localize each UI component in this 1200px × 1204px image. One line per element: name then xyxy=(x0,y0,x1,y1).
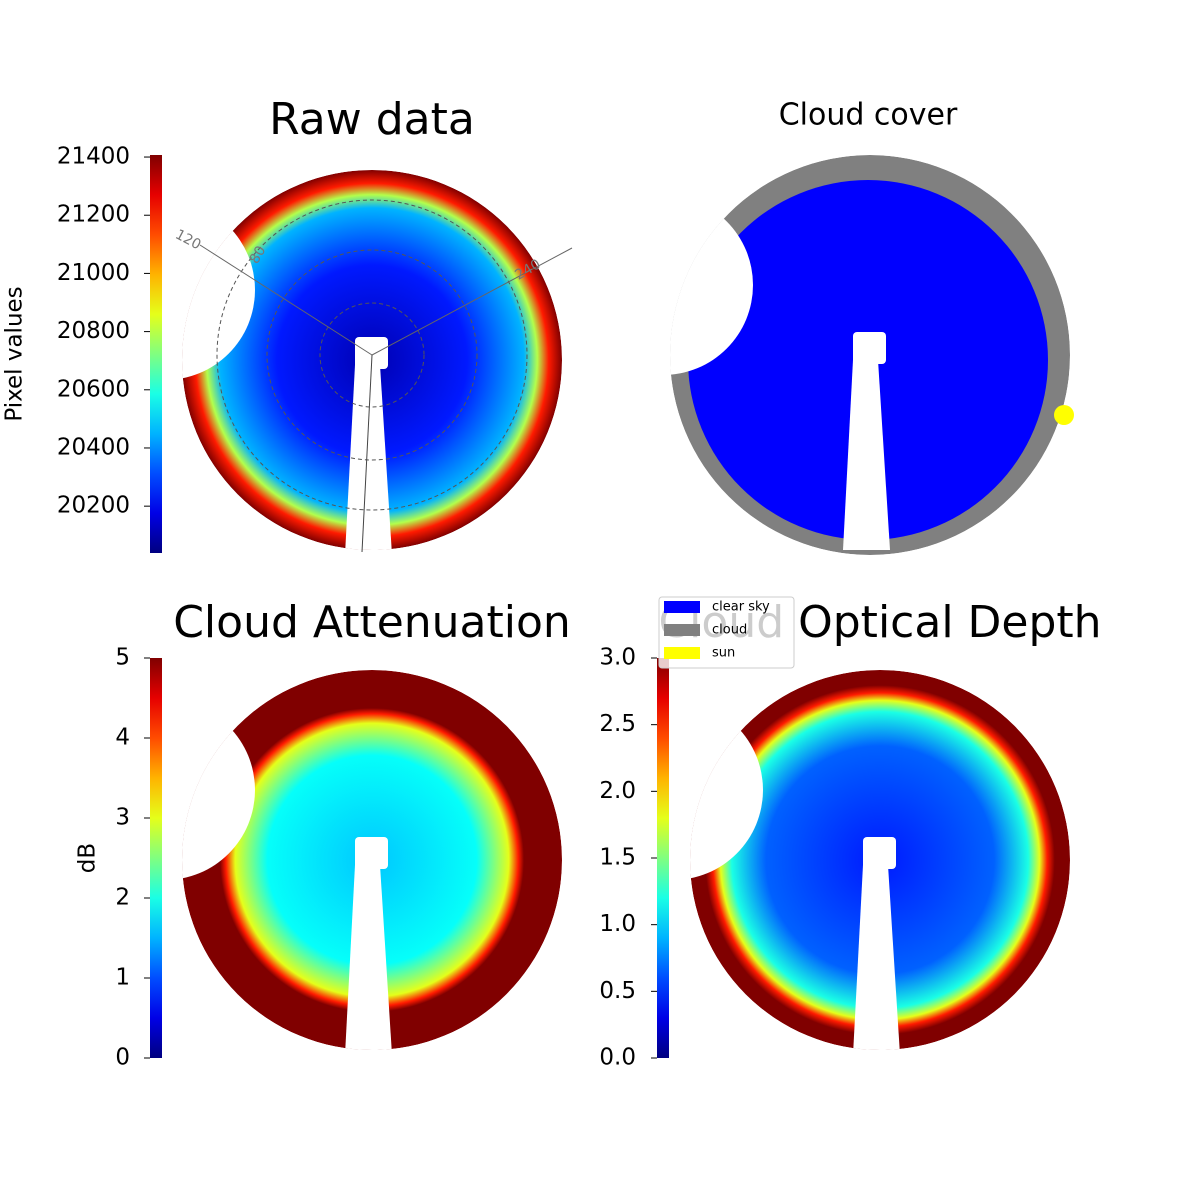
colorbar-label: dB xyxy=(75,843,101,873)
colorbar-tick-label: 21000 xyxy=(57,260,130,286)
colorbar-tick-label: 0 xyxy=(115,1045,130,1071)
colorbar-tick-label: 21400 xyxy=(57,144,130,170)
mask-notch xyxy=(670,195,753,375)
polar-ring xyxy=(319,302,425,408)
colorbar xyxy=(657,658,669,1058)
colorbar xyxy=(150,155,162,553)
colorbar-tick-label: 3.0 xyxy=(599,645,636,671)
colorbar xyxy=(150,658,162,1058)
sky-image xyxy=(182,170,562,550)
legend-label: clear sky xyxy=(712,600,770,615)
panel-title: Cloud Attenuation xyxy=(173,597,571,648)
mask-wedge xyxy=(843,360,890,550)
polar-spoke xyxy=(199,244,373,356)
mask-center xyxy=(355,337,388,369)
polar-grid xyxy=(199,199,573,553)
mask-wedge xyxy=(853,865,900,1050)
panel-title: Raw data xyxy=(269,94,475,145)
mask-wedge xyxy=(345,865,392,1050)
panel-title: Cloud cover xyxy=(779,98,958,133)
colorbar-tick-label: 1.0 xyxy=(599,911,636,937)
mask-notch xyxy=(182,700,255,880)
legend: clear sky cloud sun xyxy=(658,596,795,669)
colorbar-tick-label: 20400 xyxy=(57,434,130,460)
legend-swatch xyxy=(664,647,700,659)
sky-image xyxy=(690,670,1070,1050)
polar-ring xyxy=(216,199,528,511)
colorbar-tick-label: 2 xyxy=(115,885,130,911)
colorbar-tick-label: 0.5 xyxy=(599,978,636,1004)
colorbar-tick-label: 21200 xyxy=(57,202,130,228)
polar-spoke xyxy=(371,247,573,356)
colorbar-tick-label: 1 xyxy=(115,965,130,991)
sky-image xyxy=(670,155,1070,555)
colorbar-tick-label: 20800 xyxy=(57,318,130,344)
colorbar-tick-label: 20200 xyxy=(57,493,130,519)
legend-label: sun xyxy=(712,646,735,661)
mask-center xyxy=(863,837,896,869)
colorbar-label: Pixel values xyxy=(2,286,28,421)
sky-image xyxy=(182,670,562,1050)
colorbar-tick-label: 20600 xyxy=(57,376,130,402)
sun-marker xyxy=(1054,405,1074,425)
polar-label: 80 xyxy=(247,243,270,266)
polar-label: 120 xyxy=(172,227,203,254)
mask-center xyxy=(853,332,886,364)
colorbar-tick-label: 3 xyxy=(115,805,130,831)
legend-label: cloud xyxy=(712,623,747,638)
colorbar-tick-label: 0.0 xyxy=(599,1045,636,1071)
colorbar-tick-label: 2.5 xyxy=(599,711,636,737)
colorbar-tick-label: 4 xyxy=(115,725,130,751)
legend-swatch xyxy=(664,624,700,636)
colorbar-tick-label: 5 xyxy=(115,645,130,671)
polar-spoke xyxy=(361,354,373,553)
mask-center xyxy=(355,837,388,869)
legend-swatch xyxy=(664,601,700,613)
colorbar-tick-label: 1.5 xyxy=(599,845,636,871)
colorbar-tick-label: 2.0 xyxy=(599,778,636,804)
polar-ring xyxy=(266,249,478,461)
